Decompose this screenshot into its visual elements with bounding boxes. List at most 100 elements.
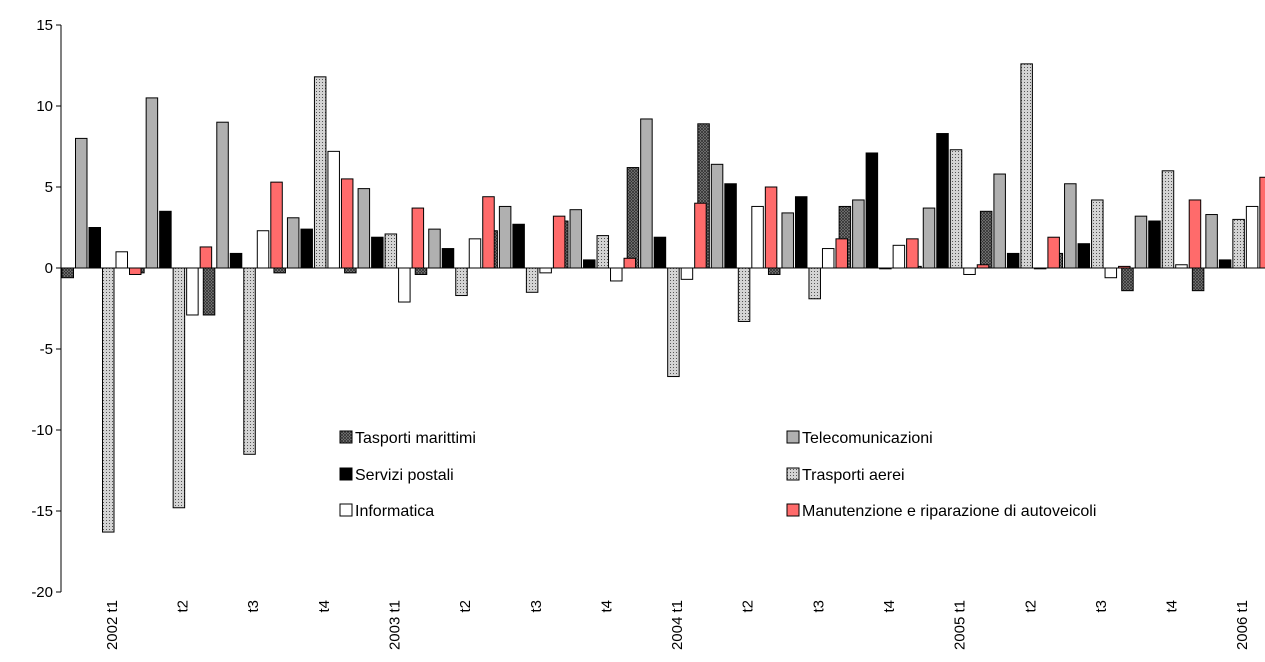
bar-servizi-postali-11 <box>865 152 879 269</box>
bar-manutenzione-e-riparazione-di-autoveicoli-1 <box>199 246 213 269</box>
y-tick-label: 10 <box>36 98 53 115</box>
bar-telecomunicazioni-2 <box>216 121 229 269</box>
bar-informatica-14 <box>1104 267 1118 279</box>
legend-swatch <box>339 503 353 517</box>
bar-servizi-postali-1 <box>159 210 172 269</box>
x-tick-label: 2002 t1 <box>104 600 121 650</box>
bar-tasporti-marittimi-2 <box>202 267 216 316</box>
bar-tasporti-marittimi-15 <box>1121 267 1134 292</box>
bar-informatica-11 <box>892 244 906 269</box>
x-tick-label: t2 <box>457 600 474 613</box>
bar-manutenzione-e-riparazione-di-autoveicoli-16 <box>1259 176 1265 269</box>
bar-trasporti-aerei-0 <box>102 267 115 533</box>
legend-swatch <box>339 467 353 481</box>
plot-area: 15 10 5 0 -5 -10 -15 -20 2002 t1 t2 t3 t4 2003 t1 t2 t… <box>31 17 1265 650</box>
bar-telecomunicazioni-3 <box>286 217 300 269</box>
bar-tasporti-marittimi-13 <box>979 210 993 269</box>
legend-label: Servizi postali <box>355 467 454 484</box>
bar-trasporti-aerei-14 <box>1091 199 1104 269</box>
bar-trasporti-aerei-3 <box>313 76 327 269</box>
bar-manutenzione-e-riparazione-di-autoveicoli-9 <box>764 186 778 269</box>
bar-tasporti-marittimi-0 <box>61 267 74 279</box>
bar-telecomunicazioni-5 <box>428 228 441 269</box>
bar-servizi-postali-6 <box>512 223 525 269</box>
bar-trasporti-aerei-16 <box>1232 218 1245 269</box>
x-tick-label: t3 <box>528 600 545 613</box>
bar-telecomunicazioni-0 <box>75 137 88 269</box>
bar-servizi-postali-3 <box>300 228 313 269</box>
bar-trasporti-aerei-13 <box>1020 63 1033 269</box>
bar-informatica-8 <box>680 267 694 280</box>
legend-label: Tasporti marittimi <box>355 430 476 447</box>
bar-servizi-postali-10 <box>794 196 808 269</box>
bar-telecomunicazioni-1 <box>145 97 159 269</box>
y-tick-label: -10 <box>31 422 53 439</box>
bar-telecomunicazioni-4 <box>357 188 371 269</box>
bar-tasporti-marittimi-8 <box>626 167 640 269</box>
bar-informatica-4 <box>398 267 411 303</box>
bar-telecomunicazioni-16 <box>1205 214 1218 269</box>
bar-servizi-postali-9 <box>724 183 737 269</box>
bar-informatica-3 <box>327 150 340 269</box>
x-tick-label: 2006 t1 <box>1234 600 1251 650</box>
bar-trasporti-aerei-6 <box>525 267 539 293</box>
x-tick-label: t2 <box>1022 600 1039 613</box>
bar-manutenzione-e-riparazione-di-autoveicoli-13 <box>1047 236 1060 269</box>
x-tick-label: t3 <box>245 600 262 613</box>
bar-trasporti-aerei-4 <box>384 233 398 269</box>
bar-telecomunicazioni-13 <box>993 173 1006 269</box>
bar-trasporti-aerei-2 <box>243 267 256 455</box>
bar-tasporti-marittimi-3 <box>273 267 286 274</box>
bar-telecomunicazioni-15 <box>1134 215 1148 269</box>
bar-manutenzione-e-riparazione-di-autoveicoli-11 <box>906 238 919 269</box>
x-tick-label: t4 <box>598 600 615 613</box>
bar-telecomunicazioni-14 <box>1064 183 1077 269</box>
legend-label: Trasporti aerei <box>802 467 905 484</box>
x-tick-label: t3 <box>1093 600 1110 613</box>
bar-telecomunicazioni-7 <box>569 209 583 269</box>
x-tick-label: 2005 t1 <box>952 600 969 650</box>
bar-informatica-12 <box>963 267 976 275</box>
bar-servizi-postali-15 <box>1148 220 1161 269</box>
legend-swatch <box>786 503 800 517</box>
bar-manutenzione-e-riparazione-di-autoveicoli-0 <box>129 267 142 275</box>
y-tick-label: 5 <box>45 179 53 196</box>
x-tick-label: t3 <box>810 600 827 613</box>
bar-tasporti-marittimi-10 <box>767 267 781 275</box>
bar-trasporti-aerei-9 <box>737 267 751 322</box>
bar-manutenzione-e-riparazione-di-autoveicoli-4 <box>411 207 425 269</box>
bar-telecomunicazioni-6 <box>498 205 512 269</box>
bar-informatica-10 <box>821 248 835 269</box>
bar-informatica-6 <box>539 267 552 274</box>
legend-swatch <box>339 430 353 444</box>
bar-servizi-postali-12 <box>936 133 949 269</box>
bar-trasporti-aerei-8 <box>667 267 680 378</box>
bar-telecomunicazioni-11 <box>852 199 865 269</box>
bar-telecomunicazioni-9 <box>710 163 724 269</box>
bar-trasporti-aerei-5 <box>455 267 468 297</box>
bar-manutenzione-e-riparazione-di-autoveicoli-6 <box>552 215 566 269</box>
bar-servizi-postali-4 <box>371 236 384 269</box>
bar-tasporti-marittimi-4 <box>344 267 357 274</box>
bar-trasporti-aerei-15 <box>1161 170 1175 269</box>
bar-trasporti-aerei-7 <box>596 235 610 269</box>
bar-informatica-1 <box>186 267 199 316</box>
bar-tasporti-marittimi-5 <box>414 267 428 275</box>
bar-informatica-16 <box>1245 205 1259 269</box>
bar-servizi-postali-5 <box>441 248 455 269</box>
x-tick-label: t2 <box>740 600 757 613</box>
y-tick-label: 15 <box>36 17 53 34</box>
bar-trasporti-aerei-10 <box>808 267 821 300</box>
bar-informatica-0 <box>115 251 128 269</box>
x-tick-label: t4 <box>1164 600 1181 613</box>
legend-label: Telecomunicazioni <box>802 430 933 447</box>
bar-servizi-postali-2 <box>229 252 243 269</box>
bar-servizi-postali-7 <box>583 259 596 269</box>
legend-swatch <box>786 430 800 444</box>
bar-informatica-9 <box>751 205 764 269</box>
legend: Tasporti marittimi Telecomunicazioni Servi… <box>339 430 1096 520</box>
y-tick-label: 0 <box>45 260 53 277</box>
bar-tasporti-marittimi-16 <box>1191 267 1205 292</box>
legend-label: Manutenzione e riparazione di autoveicol… <box>802 503 1096 520</box>
